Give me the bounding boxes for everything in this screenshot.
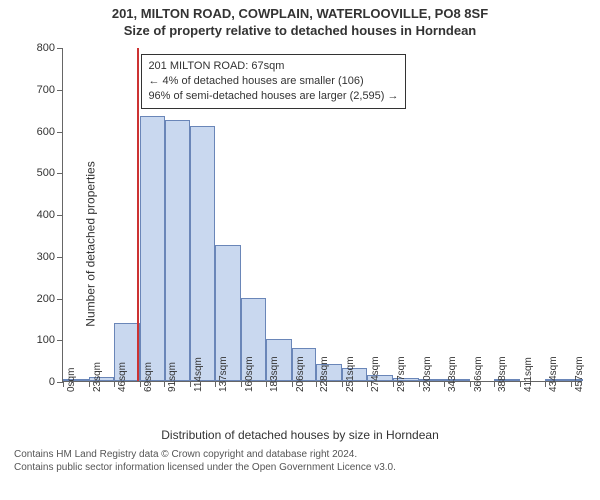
x-tick bbox=[316, 381, 317, 387]
y-tick bbox=[57, 215, 63, 216]
marker-line bbox=[137, 48, 139, 381]
x-tick bbox=[444, 381, 445, 387]
x-tick bbox=[367, 381, 368, 387]
x-tick-label: 434sqm bbox=[548, 356, 559, 392]
x-tick-label: 0sqm bbox=[66, 368, 77, 392]
annotation-line2: ← 4% of detached houses are smaller (106… bbox=[148, 74, 398, 89]
bar bbox=[140, 116, 166, 381]
bar bbox=[165, 120, 189, 381]
x-tick-label: 23sqm bbox=[92, 362, 103, 392]
x-tick-label: 183sqm bbox=[269, 356, 280, 392]
x-tick-label: 228sqm bbox=[319, 356, 330, 392]
x-tick-label: 91sqm bbox=[167, 362, 178, 392]
x-tick bbox=[393, 381, 394, 387]
x-tick-label: 274sqm bbox=[370, 356, 381, 392]
x-tick-label: 206sqm bbox=[295, 356, 306, 392]
x-tick bbox=[89, 381, 90, 387]
x-tick-label: 388sqm bbox=[497, 356, 508, 392]
x-tick bbox=[266, 381, 267, 387]
x-tick-label: 320sqm bbox=[422, 356, 433, 392]
y-tick-label: 200 bbox=[27, 293, 55, 305]
x-axis-label: Distribution of detached houses by size … bbox=[10, 428, 590, 442]
x-tick bbox=[215, 381, 216, 387]
x-tick-label: 137sqm bbox=[218, 356, 229, 392]
y-tick-label: 500 bbox=[27, 167, 55, 179]
plot-area: 201 MILTON ROAD: 67sqm ← 4% of detached … bbox=[62, 48, 582, 382]
x-tick bbox=[292, 381, 293, 387]
y-tick bbox=[57, 340, 63, 341]
x-tick bbox=[190, 381, 191, 387]
x-tick-label: 46sqm bbox=[117, 362, 128, 392]
x-tick bbox=[342, 381, 343, 387]
x-tick bbox=[164, 381, 165, 387]
x-tick-label: 251sqm bbox=[345, 356, 356, 392]
x-tick bbox=[571, 381, 572, 387]
annotation-line1: 201 MILTON ROAD: 67sqm bbox=[148, 59, 398, 74]
y-tick bbox=[57, 173, 63, 174]
x-tick-label: 114sqm bbox=[193, 357, 204, 392]
x-tick-label: 297sqm bbox=[396, 356, 407, 392]
page-subtitle: Size of property relative to detached ho… bbox=[0, 23, 600, 38]
x-tick-label: 411sqm bbox=[523, 357, 534, 392]
x-tick-label: 366sqm bbox=[473, 356, 484, 392]
footer: Contains HM Land Registry data © Crown c… bbox=[0, 444, 600, 474]
y-tick-label: 800 bbox=[27, 42, 55, 54]
annotation-box: 201 MILTON ROAD: 67sqm ← 4% of detached … bbox=[141, 54, 405, 109]
y-tick bbox=[57, 299, 63, 300]
title-block: 201, MILTON ROAD, COWPLAIN, WATERLOOVILL… bbox=[0, 0, 600, 38]
x-tick-label: 69sqm bbox=[143, 362, 154, 392]
x-tick-label: 343sqm bbox=[447, 356, 458, 392]
y-tick bbox=[57, 257, 63, 258]
x-tick bbox=[241, 381, 242, 387]
y-tick-label: 700 bbox=[27, 84, 55, 96]
x-tick-label: 457sqm bbox=[574, 356, 585, 392]
bar bbox=[190, 126, 216, 381]
y-tick-label: 0 bbox=[27, 376, 55, 388]
chart-container: Number of detached properties 201 MILTON… bbox=[10, 44, 590, 444]
y-tick-label: 300 bbox=[27, 251, 55, 263]
x-tick-label: 160sqm bbox=[244, 356, 255, 392]
footer-line2: Contains public sector information licen… bbox=[14, 461, 590, 474]
y-tick-label: 100 bbox=[27, 334, 55, 346]
y-tick bbox=[57, 132, 63, 133]
annotation-line3: 96% of semi-detached houses are larger (… bbox=[148, 89, 398, 104]
y-tick bbox=[57, 48, 63, 49]
y-tick-label: 400 bbox=[27, 209, 55, 221]
x-tick bbox=[419, 381, 420, 387]
footer-line1: Contains HM Land Registry data © Crown c… bbox=[14, 448, 590, 461]
page-title: 201, MILTON ROAD, COWPLAIN, WATERLOOVILL… bbox=[0, 6, 600, 21]
y-tick bbox=[57, 90, 63, 91]
x-tick bbox=[63, 381, 64, 387]
x-tick bbox=[470, 381, 471, 387]
y-tick-label: 600 bbox=[27, 126, 55, 138]
x-tick bbox=[494, 381, 495, 387]
x-tick bbox=[545, 381, 546, 387]
x-tick bbox=[114, 381, 115, 387]
x-tick bbox=[140, 381, 141, 387]
x-tick bbox=[520, 381, 521, 387]
